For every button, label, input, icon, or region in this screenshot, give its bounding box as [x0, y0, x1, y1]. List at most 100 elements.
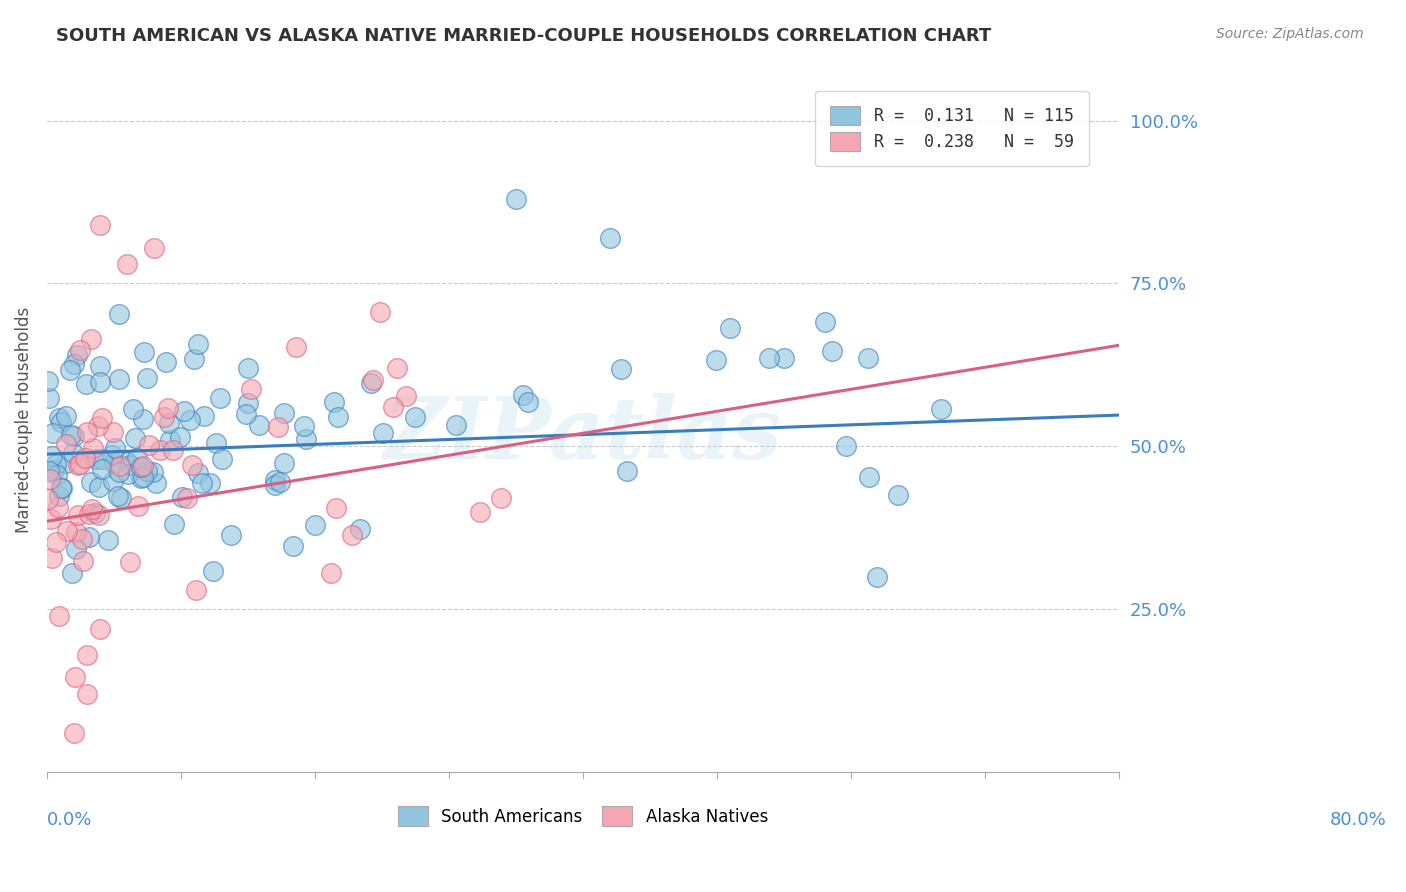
Point — [75, 450, 97, 465]
Point — [107, 489, 129, 503]
Point — [373, 425, 395, 440]
Point — [100, 449, 122, 463]
Point — [63, 357, 86, 371]
Point — [63, 670, 86, 684]
Point — [45, 535, 67, 549]
Point — [835, 439, 858, 453]
Point — [821, 344, 844, 359]
Point — [48, 608, 70, 623]
Point — [173, 403, 195, 417]
Point — [773, 351, 796, 366]
Point — [110, 491, 132, 505]
Point — [120, 555, 142, 569]
Point — [45, 457, 67, 471]
Point — [72, 554, 94, 568]
Point — [368, 304, 391, 318]
Point — [321, 566, 343, 581]
Point — [294, 432, 316, 446]
Point — [91, 451, 114, 466]
Point — [219, 527, 242, 541]
Point — [181, 458, 204, 472]
Point — [616, 464, 638, 478]
Point — [706, 353, 728, 368]
Point — [89, 375, 111, 389]
Point — [136, 371, 159, 385]
Point — [65, 349, 87, 363]
Point — [323, 395, 346, 409]
Point — [129, 471, 152, 485]
Point — [395, 389, 418, 403]
Point — [132, 458, 155, 473]
Text: SOUTH AMERICAN VS ALASKA NATIVE MARRIED-COUPLE HOUSEHOLDS CORRELATION CHART: SOUTH AMERICAN VS ALASKA NATIVE MARRIED-… — [56, 27, 991, 45]
Point — [65, 541, 87, 556]
Point — [132, 412, 155, 426]
Point — [131, 469, 153, 483]
Point — [236, 396, 259, 410]
Point — [273, 456, 295, 470]
Point — [758, 351, 780, 365]
Point — [108, 465, 131, 479]
Point — [55, 456, 77, 470]
Point — [444, 418, 467, 433]
Point — [235, 407, 257, 421]
Point — [117, 467, 139, 482]
Point — [193, 409, 215, 423]
Point — [505, 192, 527, 206]
Point — [76, 648, 98, 662]
Point — [610, 362, 633, 376]
Text: 0.0%: 0.0% — [46, 811, 93, 829]
Point — [67, 508, 90, 523]
Point — [107, 371, 129, 385]
Point — [129, 460, 152, 475]
Point — [48, 490, 70, 504]
Point — [814, 315, 837, 329]
Point — [145, 475, 167, 490]
Point — [273, 406, 295, 420]
Point — [117, 257, 139, 271]
Point — [208, 392, 231, 406]
Point — [80, 502, 103, 516]
Point — [125, 451, 148, 466]
Point — [39, 472, 62, 486]
Point — [187, 466, 209, 480]
Point — [80, 475, 103, 490]
Point — [858, 351, 880, 366]
Point — [97, 533, 120, 547]
Point — [269, 475, 291, 490]
Point — [127, 499, 149, 513]
Y-axis label: Married-couple Households: Married-couple Households — [15, 307, 32, 533]
Point — [80, 332, 103, 346]
Point — [159, 434, 181, 448]
Point — [62, 726, 84, 740]
Point — [56, 524, 79, 538]
Point — [512, 388, 534, 402]
Point — [39, 512, 62, 526]
Point — [159, 416, 181, 430]
Point — [176, 491, 198, 505]
Point — [82, 441, 104, 455]
Point — [90, 410, 112, 425]
Point — [84, 506, 107, 520]
Point — [263, 473, 285, 487]
Point — [41, 550, 63, 565]
Point — [489, 491, 512, 506]
Point — [360, 376, 382, 390]
Point — [62, 445, 84, 459]
Point — [361, 373, 384, 387]
Point — [285, 340, 308, 354]
Point — [41, 449, 63, 463]
Point — [468, 506, 491, 520]
Point — [247, 418, 270, 433]
Point — [187, 336, 209, 351]
Point — [89, 622, 111, 636]
Point — [62, 566, 84, 581]
Point — [104, 442, 127, 456]
Point — [887, 488, 910, 502]
Point — [149, 443, 172, 458]
Point — [76, 687, 98, 701]
Point — [51, 482, 73, 496]
Point — [517, 394, 540, 409]
Point — [121, 401, 143, 416]
Point — [142, 241, 165, 255]
Point — [41, 425, 63, 440]
